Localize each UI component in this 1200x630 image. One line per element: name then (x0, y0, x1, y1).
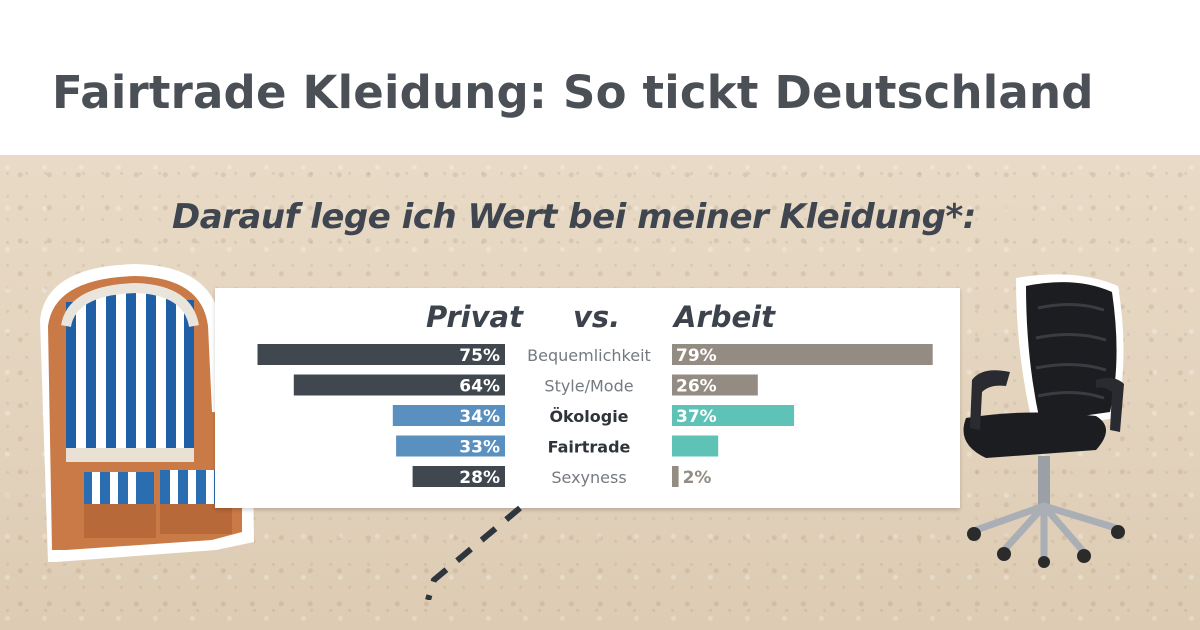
category-label-3: Fairtrade (548, 438, 631, 457)
bar-arbeit-2 (672, 405, 795, 426)
value-label-arbeit-3: 14% (722, 438, 763, 458)
column-header-privat: Privat (426, 300, 523, 334)
column-header-vs: vs. (573, 300, 621, 334)
bar-privat-2 (392, 405, 505, 426)
header-bar (0, 0, 1200, 155)
bar-privat-0 (257, 344, 505, 365)
bar-arbeit-0 (672, 344, 933, 365)
value-label-arbeit-1: 26% (676, 377, 717, 397)
column-header-arbeit: Arbeit (674, 300, 775, 334)
bar-arbeit-3 (672, 435, 719, 457)
category-label-1: Style/Mode (544, 377, 633, 396)
category-label-2: Ökologie (549, 407, 628, 426)
strandkorb-icon (40, 264, 254, 562)
value-label-privat-3: 33% (459, 438, 500, 458)
bar-privat-4 (412, 466, 505, 487)
chart-subtitle: Darauf lege ich Wert bei meiner Kleidung… (172, 197, 976, 237)
value-label-arbeit-4: 2% (683, 468, 712, 488)
bar-arbeit-4 (672, 466, 679, 487)
dashed-path-decoration (425, 505, 522, 600)
category-label-4: Sexyness (551, 468, 626, 487)
chart-panel (215, 288, 960, 508)
value-label-privat-1: 64% (459, 377, 500, 397)
value-label-privat-4: 28% (459, 468, 500, 488)
value-label-privat-2: 34% (459, 407, 500, 427)
page-title: Fairtrade Kleidung: So tickt Deutschland (52, 66, 1094, 119)
bar-privat-1 (293, 374, 505, 396)
bar-arbeit-1 (672, 374, 758, 396)
value-label-arbeit-2: 37% (676, 407, 717, 427)
value-label-privat-0: 75% (459, 346, 500, 366)
office-chair-icon (963, 274, 1125, 568)
bar-privat-3 (396, 435, 505, 457)
value-label-arbeit-0: 79% (676, 346, 717, 366)
category-label-0: Bequemlichkeit (527, 346, 651, 365)
